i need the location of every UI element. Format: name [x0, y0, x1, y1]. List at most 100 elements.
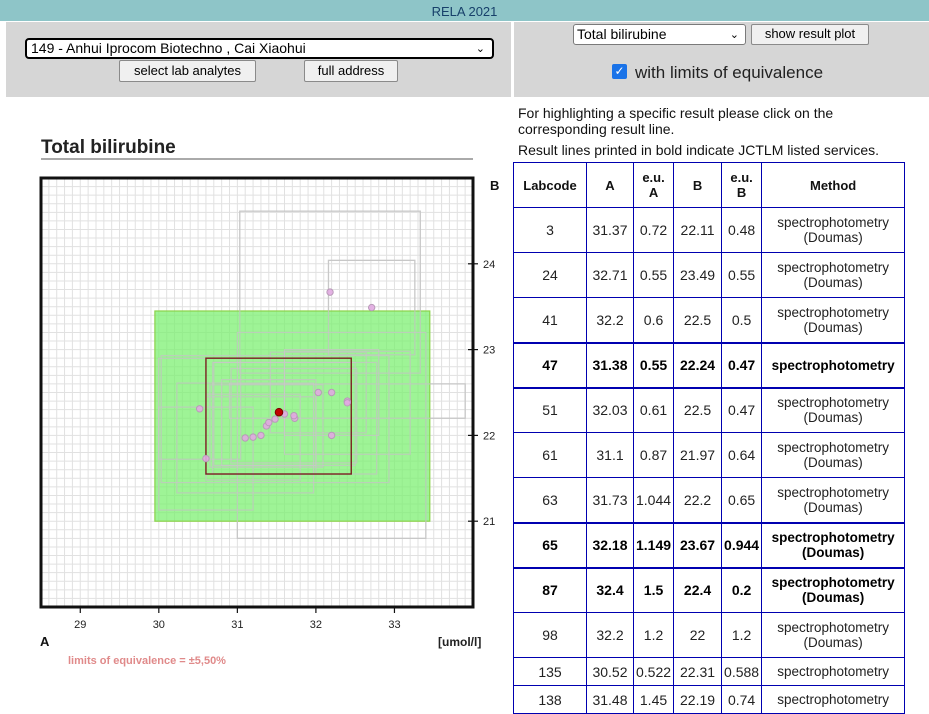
cell-labcode: 24	[513, 252, 587, 298]
result-row[interactable]: 51 32.03 0.61 22.5 0.47 spectrophotometry (Do…	[513, 387, 906, 433]
result-row[interactable]: 135 30.52 0.522 22.31 0.588 spectrophotometry	[513, 657, 906, 686]
cell-eu-b: 0.47	[721, 341, 763, 389]
result-row[interactable]: 138 31.48 1.45 22.19 0.74 spectrophotometry	[513, 685, 906, 714]
chevron-down-icon: ⌄	[729, 29, 739, 41]
data-point	[367, 303, 376, 312]
cell-b: 21.97	[673, 432, 723, 478]
cell-b: 22.31	[673, 657, 723, 686]
col-b: B	[673, 162, 723, 208]
col-eu-a: e.u. A	[632, 162, 675, 208]
cell-a: 30.52	[586, 657, 634, 686]
cell-method: spectrophotometry (Doumas)	[761, 477, 906, 523]
full-address-button[interactable]: full address	[304, 60, 398, 82]
col-method: Method	[761, 162, 906, 208]
data-point	[271, 415, 279, 423]
result-row[interactable]: 61 31.1 0.87 21.97 0.64 spectrophotometry (Do…	[513, 432, 906, 478]
result-row[interactable]: 87 32.4 1.5 22.4 0.2 spectrophotometry (Douma…	[513, 567, 906, 613]
uncertainty-box-overlay	[236, 331, 427, 539]
cell-labcode: 98	[513, 612, 587, 658]
cell-method: spectrophotometry (Doumas)	[761, 297, 906, 343]
cell-labcode: 47	[513, 341, 587, 389]
x-tick-label: 31	[231, 619, 243, 631]
uncertainty-box-overlay	[239, 210, 421, 374]
cell-eu-a: 0.55	[632, 341, 675, 389]
hint-line-3: Result lines printed in bold indicate JC…	[518, 142, 880, 158]
x-axis-label: A	[40, 634, 50, 649]
x-tick-label: 29	[74, 619, 86, 631]
data-point	[343, 399, 352, 407]
cell-a: 32.03	[586, 387, 634, 433]
cell-b: 22.5	[673, 387, 723, 433]
result-row[interactable]: 98 32.2 1.2 22 1.2 spectrophotometry (Doumas)	[513, 612, 906, 658]
cell-labcode: 87	[513, 567, 587, 613]
equivalence-checkbox[interactable]: ✓	[612, 64, 627, 79]
uncertainty-box-overlay	[221, 379, 317, 467]
cell-labcode: 51	[513, 387, 587, 433]
cell-eu-b: 1.2	[721, 612, 763, 658]
cell-method: spectrophotometry (Doumas)	[761, 252, 906, 298]
x-tick-label: 33	[388, 619, 400, 631]
col-a: A	[586, 162, 634, 208]
cell-eu-a: 1.45	[632, 685, 675, 714]
app-title-bar: RELA 2021	[0, 0, 929, 21]
cell-eu-a: 1.044	[632, 477, 675, 523]
uncertainty-box-overlay	[176, 382, 315, 494]
cell-a: 32.2	[586, 612, 634, 658]
unit-label: [umol/l]	[438, 635, 481, 649]
cell-eu-b: 0.65	[721, 477, 763, 523]
show-result-plot-button[interactable]: show result plot	[751, 24, 869, 45]
analyte-select[interactable]: Total bilirubine ⌄	[573, 24, 746, 45]
cell-labcode: 135	[513, 657, 587, 686]
col-labcode: Labcode	[513, 162, 587, 208]
cell-eu-a: 0.6	[632, 297, 675, 343]
equivalence-note: limits of equivalence = ±5,50%	[68, 655, 226, 667]
cell-eu-a: 0.72	[632, 207, 675, 253]
data-point	[314, 388, 322, 397]
cell-method: spectrophotometry	[761, 657, 906, 686]
uncertainty-box-overlay	[269, 351, 367, 434]
cell-a: 31.38	[586, 341, 634, 389]
highlight-point	[274, 407, 284, 417]
cell-eu-b: 0.5	[721, 297, 763, 343]
cell-method: spectrophotometry (Doumas)	[761, 521, 906, 569]
cell-eu-a: 0.522	[632, 657, 675, 686]
y-tick-label: 22	[483, 430, 495, 442]
cell-eu-b: 0.74	[721, 685, 763, 714]
plot-frame	[39, 176, 475, 609]
select-lab-analytes-button[interactable]: select lab analytes	[119, 60, 256, 82]
data-point	[195, 405, 204, 413]
cell-method: spectrophotometry (Doumas)	[761, 207, 906, 253]
result-plot: Total bilirubine 29 30 31 32 33 21 22 23 24 B A [umo…	[39, 137, 499, 667]
result-row[interactable]: 24 32.71 0.55 23.49 0.55 spectrophotometry (D…	[513, 252, 906, 298]
results-header-row: Labcode A e.u. A B e.u. B Method	[513, 162, 906, 208]
cell-eu-a: 1.2	[632, 612, 675, 658]
cell-method: spectrophotometry	[761, 685, 906, 714]
result-row[interactable]: 47 31.38 0.55 22.24 0.47 spectrophotometry	[513, 341, 906, 389]
cell-eu-a: 0.87	[632, 432, 675, 478]
data-point	[327, 431, 336, 440]
y-tick-label: 21	[483, 516, 495, 528]
data-point	[326, 288, 334, 296]
cell-method: spectrophotometry (Doumas)	[761, 432, 906, 478]
data-point	[265, 418, 273, 427]
lab-panel: 149 - Anhui Iprocom Biotechno , Cai Xiao…	[6, 22, 511, 97]
cell-eu-b: 0.48	[721, 207, 763, 253]
data-point	[290, 411, 298, 420]
result-row[interactable]: 63 31.73 1.044 22.2 0.65 spectrophotometry (D…	[513, 477, 906, 523]
cell-a: 32.4	[586, 567, 634, 613]
y-tick-label: 24	[483, 259, 495, 271]
cell-a: 31.37	[586, 207, 634, 253]
cell-b: 22.24	[673, 341, 723, 389]
x-tick-label: 30	[153, 619, 165, 631]
lab-select[interactable]: 149 - Anhui Iprocom Biotechno , Cai Xiao…	[25, 38, 494, 59]
result-row[interactable]: 65 32.18 1.149 23.67 0.944 spectrophotometry …	[513, 521, 906, 569]
cell-a: 31.48	[586, 685, 634, 714]
cell-b: 22.4	[673, 567, 723, 613]
cell-b: 22.2	[673, 477, 723, 523]
result-row[interactable]: 3 31.37 0.72 22.11 0.48 spectrophotometry (Do…	[513, 207, 906, 253]
data-point	[257, 431, 265, 440]
target-box	[205, 357, 352, 475]
result-row[interactable]: 41 32.2 0.6 22.5 0.5 spectrophotometry (Douma…	[513, 297, 906, 343]
app-title: RELA 2021	[431, 4, 498, 19]
y-tick-label: 23	[483, 345, 495, 357]
